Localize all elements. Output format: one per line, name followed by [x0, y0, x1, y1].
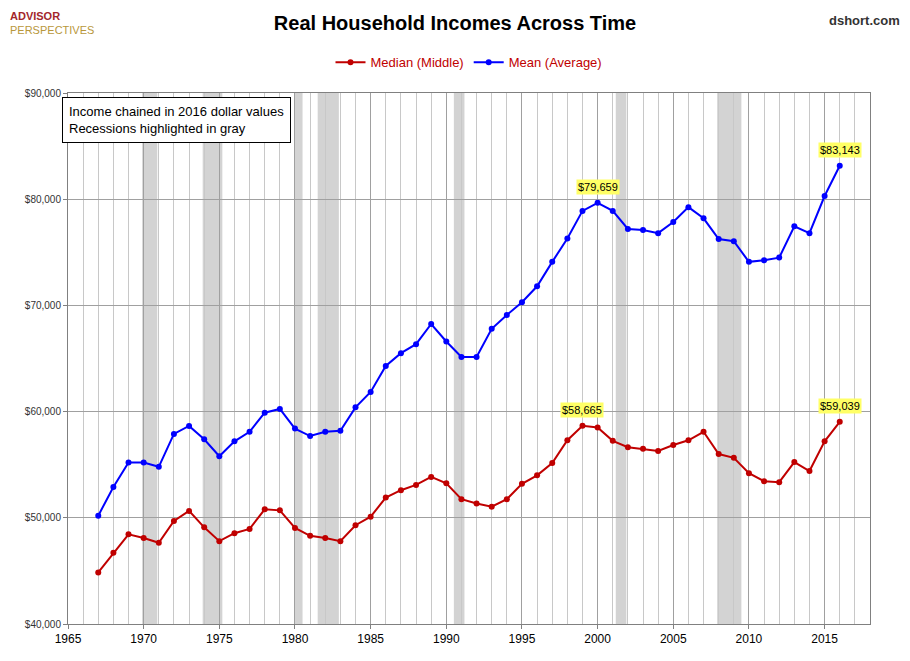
svg-text:Income chained in 2016 dollar: Income chained in 2016 dollar valuesRece… — [69, 104, 284, 136]
svg-text:$50,000: $50,000 — [25, 512, 62, 523]
svg-text:$58,665: $58,665 — [562, 404, 602, 416]
svg-text:Real Household Incomes Across: Real Household Incomes Across Time — [274, 12, 636, 34]
svg-text:$59,039: $59,039 — [820, 400, 860, 412]
svg-text:2005: 2005 — [660, 632, 687, 646]
svg-text:1975: 1975 — [206, 632, 233, 646]
svg-text:ADVISORPERSPECTIVES: ADVISORPERSPECTIVES — [10, 10, 94, 36]
svg-text:$79,659: $79,659 — [578, 181, 618, 193]
svg-text:Mean (Average): Mean (Average) — [509, 55, 602, 70]
svg-text:$60,000: $60,000 — [25, 406, 62, 417]
svg-text:$90,000: $90,000 — [25, 88, 62, 99]
svg-text:$40,000: $40,000 — [25, 619, 62, 630]
svg-text:2000: 2000 — [584, 632, 611, 646]
svg-text:1985: 1985 — [357, 632, 384, 646]
svg-text:2010: 2010 — [736, 632, 763, 646]
svg-text:$70,000: $70,000 — [25, 300, 62, 311]
svg-text:1990: 1990 — [433, 632, 460, 646]
svg-text:1970: 1970 — [130, 632, 157, 646]
svg-text:1980: 1980 — [282, 632, 309, 646]
svg-text:1965: 1965 — [55, 632, 82, 646]
svg-text:dshort.com: dshort.com — [829, 13, 900, 28]
svg-text:$83,143: $83,143 — [820, 144, 860, 156]
svg-text:1995: 1995 — [509, 632, 536, 646]
svg-text:2015: 2015 — [811, 632, 838, 646]
svg-text:Median (Middle): Median (Middle) — [371, 55, 464, 70]
svg-text:$80,000: $80,000 — [25, 194, 62, 205]
